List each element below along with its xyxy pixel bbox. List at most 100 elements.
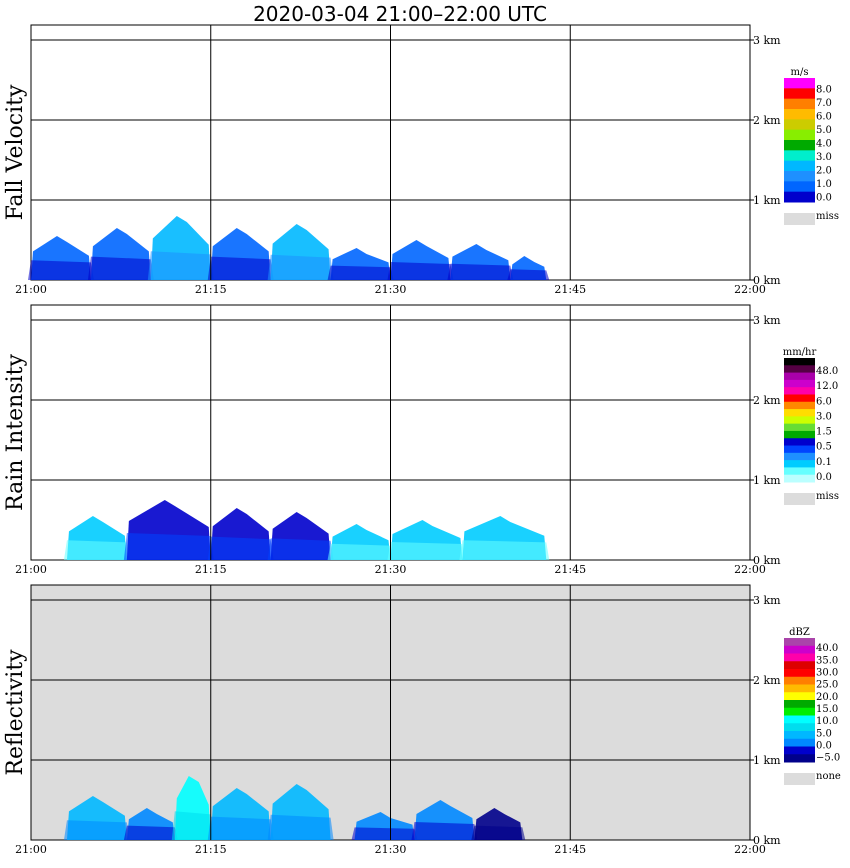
colorbar-swatch <box>784 684 815 693</box>
colorbar-swatch <box>784 372 815 381</box>
y-tick-label: 3 km <box>753 314 781 327</box>
echo-halo <box>387 542 466 560</box>
colorbar-swatch <box>784 661 815 670</box>
colorbar-label: 12.0 <box>816 381 838 392</box>
echo-halo <box>267 254 334 280</box>
colorbar-swatch <box>784 638 815 647</box>
colorbar-swatch <box>784 715 815 724</box>
colorbar-swatch <box>784 129 815 141</box>
colorbar-swatch <box>784 140 815 151</box>
echo-halo <box>28 260 94 280</box>
colorbar-label: 3.0 <box>816 411 832 422</box>
colorbar-label: 30.0 <box>816 667 838 678</box>
x-tick-label: 21:15 <box>195 283 227 296</box>
echo-halo <box>171 811 214 840</box>
y-tick-label: 3 km <box>753 34 781 47</box>
colorbar-swatch <box>784 181 815 193</box>
colorbar-swatch <box>784 645 815 654</box>
panel-ylabel: Reflectivity <box>3 649 28 776</box>
y-tick-label: 2 km <box>753 394 781 407</box>
x-tick-label: 22:00 <box>734 283 766 296</box>
colorbar-swatch <box>784 150 815 162</box>
colorbar-swatch <box>784 460 815 468</box>
x-tick-label: 21:45 <box>554 843 586 856</box>
colorbar-miss-label: none <box>816 771 841 782</box>
colorbar-label: 1.0 <box>816 179 832 190</box>
colorbar-label: 6.0 <box>816 111 832 122</box>
colorbar-label: 7.0 <box>816 98 832 109</box>
y-tick-label: 2 km <box>753 674 781 687</box>
panel-0: 0 km 1 km 2 km 3 km 21:00 21:15 21:30 21:45 22:0… <box>3 24 839 296</box>
colorbar-label: 2.0 <box>816 165 832 176</box>
echo-halo <box>123 533 214 560</box>
echo-halo <box>471 825 526 840</box>
colorbar-swatch <box>784 438 815 447</box>
colorbar-label: 0.0 <box>816 192 832 203</box>
x-tick-label: 21:00 <box>15 843 47 856</box>
colorbar-swatch <box>784 387 815 395</box>
y-tick-label: 1 km <box>753 754 781 767</box>
colorbar-swatch <box>784 738 815 747</box>
colorbar-swatch <box>784 358 815 366</box>
colorbar-label: 4.0 <box>816 138 832 149</box>
colorbar-swatch <box>784 452 815 461</box>
colorbar-label: 0.1 <box>816 457 832 468</box>
echo-halo <box>267 538 334 560</box>
colorbar-swatch <box>784 160 815 172</box>
y-tick-label: 1 km <box>753 194 781 207</box>
x-tick-label: 21:30 <box>375 283 407 296</box>
figure-title: 2020-03-04 21:00–22:00 UTC <box>253 2 547 26</box>
colorbar-label: 8.0 <box>816 84 832 95</box>
colorbar-label: 40.0 <box>816 643 838 654</box>
x-tick-label: 21:00 <box>15 283 47 296</box>
colorbar-label: 3.0 <box>816 152 832 163</box>
colorbar-legend: dBZ 40.035.030.0 25.020.015.010.05.00.0 −5.… <box>784 627 841 785</box>
echo-halo <box>327 265 394 280</box>
colorbar-miss-label: miss <box>816 211 839 222</box>
colorbar-miss-swatch <box>784 493 815 505</box>
colorbar-label: 25.0 <box>816 680 838 691</box>
x-tick-label: 22:00 <box>734 843 766 856</box>
echo-halo <box>123 825 178 840</box>
colorbar-swatch <box>784 88 815 100</box>
colorbar-label: 15.0 <box>816 704 838 715</box>
x-tick-label: 21:15 <box>195 563 227 576</box>
colorbar-swatch <box>784 394 815 403</box>
colorbar-swatch <box>784 78 815 89</box>
colorbar-legend: mm/hr 48.0 12.0 6.0 3.0 1.5 0.5 0.1 0.0 miss <box>783 347 839 505</box>
x-tick-label: 22:00 <box>734 563 766 576</box>
colorbar-swatch <box>784 365 815 374</box>
colorbar-swatch <box>784 409 815 417</box>
colorbar-label: 10.0 <box>816 716 838 727</box>
colorbar-swatch <box>784 191 815 203</box>
panel-1: 0 km 1 km 2 km 3 km 21:00 21:15 21:30 21:45 22:0… <box>3 304 839 576</box>
colorbar-label: 35.0 <box>816 655 838 666</box>
panels-group: 0 km 1 km 2 km 3 km 21:00 21:15 21:30 21:45 22:0… <box>3 24 841 856</box>
colorbar-label: 6.0 <box>816 396 832 407</box>
echo-halo <box>207 256 274 280</box>
colorbar-miss-label: miss <box>816 491 839 502</box>
colorbar-swatch <box>784 119 815 131</box>
echo-halo <box>87 256 154 280</box>
x-tick-label: 21:00 <box>15 563 47 576</box>
colorbar-swatch <box>784 676 815 685</box>
x-tick-label: 21:45 <box>554 283 586 296</box>
echo-halo <box>507 269 550 280</box>
echo-halo <box>387 262 454 280</box>
colorbar-swatch <box>784 416 815 425</box>
colorbar-swatch <box>784 98 815 110</box>
echo-halo <box>447 263 514 280</box>
colorbar-unit: m/s <box>791 67 809 78</box>
y-tick-label: 1 km <box>753 474 781 487</box>
y-tick-label: 0 km <box>753 554 781 567</box>
colorbar-label: 0.5 <box>816 442 832 453</box>
x-tick-label: 21:15 <box>195 843 227 856</box>
echo-halo <box>63 820 130 840</box>
colorbar-label: 48.0 <box>816 366 838 377</box>
echo-halo <box>351 827 418 840</box>
y-tick-label: 2 km <box>753 114 781 127</box>
colorbar-swatch <box>784 669 815 678</box>
panel-2: 0 km 1 km 2 km 3 km 21:00 21:15 21:30 21:45 22:0… <box>3 584 841 856</box>
colorbar-miss-swatch <box>784 213 815 225</box>
